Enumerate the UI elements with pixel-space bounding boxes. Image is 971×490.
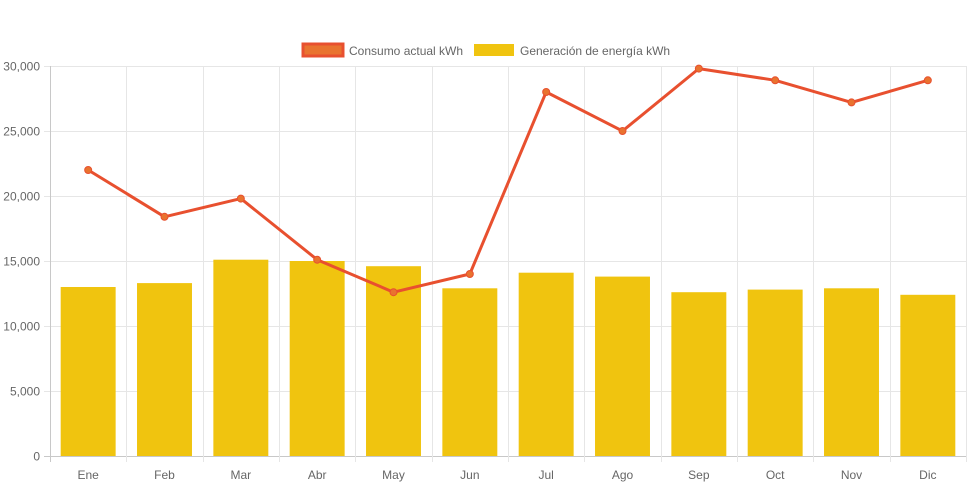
bar-generacion-sep[interactable] <box>671 292 727 456</box>
x-tick-label: Nov <box>841 468 862 482</box>
bar-generacion-feb[interactable] <box>137 283 192 456</box>
point-consumo-jul[interactable] <box>542 88 551 96</box>
point-consumo-mar[interactable] <box>236 194 245 203</box>
x-tick-label: Dic <box>919 468 936 482</box>
legend-swatch-generacion[interactable] <box>474 44 514 56</box>
bar-generacion-oct[interactable] <box>747 289 803 456</box>
point-consumo-may[interactable] <box>389 288 398 297</box>
point-consumo-ene[interactable] <box>84 166 93 174</box>
y-tick-label: 20,000 <box>3 190 40 204</box>
x-tick-label: Oct <box>766 468 785 482</box>
bar-generacion-abr[interactable] <box>289 261 345 456</box>
bar-generacion-mar[interactable] <box>213 259 269 456</box>
legend-label-consumo[interactable]: Consumo actual kWh <box>349 44 463 58</box>
y-tick-label: 5,000 <box>10 385 40 399</box>
point-consumo-ago[interactable] <box>618 127 627 135</box>
point-consumo-oct[interactable] <box>771 76 780 85</box>
point-consumo-sep[interactable] <box>694 64 703 73</box>
line-consumo <box>87 67 929 294</box>
point-consumo-abr[interactable] <box>313 255 322 264</box>
x-tick-label: Jul <box>538 468 553 482</box>
x-tick-label: Jun <box>460 468 479 482</box>
point-consumo-dic[interactable] <box>923 76 932 85</box>
bar-generacion-ago[interactable] <box>595 276 650 456</box>
x-tick-label: Sep <box>688 468 710 482</box>
y-tick-label: 30,000 <box>3 60 40 74</box>
point-consumo-feb[interactable] <box>160 212 169 221</box>
x-tick-label: Abr <box>308 468 327 482</box>
x-tick-label: Mar <box>230 468 251 482</box>
bar-generacion-jun[interactable] <box>442 288 498 456</box>
legend-swatch-consumo[interactable] <box>301 42 345 58</box>
bar-generacion-jul[interactable] <box>518 272 574 456</box>
bar-generacion-ene[interactable] <box>60 287 116 456</box>
point-consumo-jun[interactable] <box>465 270 474 278</box>
legend-label-generacion[interactable]: Generación de energía kWh <box>520 44 670 58</box>
x-tick-label: Ago <box>612 468 634 482</box>
x-tick-label: Feb <box>154 468 175 482</box>
x-tick-label: Ene <box>77 468 99 482</box>
y-tick-label: 10,000 <box>3 320 40 334</box>
bar-generacion-may[interactable] <box>366 266 421 456</box>
point-consumo-nov[interactable] <box>847 98 856 107</box>
y-tick-label: 25,000 <box>3 125 40 139</box>
bar-generacion-nov[interactable] <box>824 288 879 456</box>
x-tick-label: May <box>382 468 405 482</box>
y-tick-label: 0 <box>33 450 40 464</box>
y-tick-label: 15,000 <box>3 255 40 269</box>
bar-generacion-dic[interactable] <box>900 294 956 456</box>
